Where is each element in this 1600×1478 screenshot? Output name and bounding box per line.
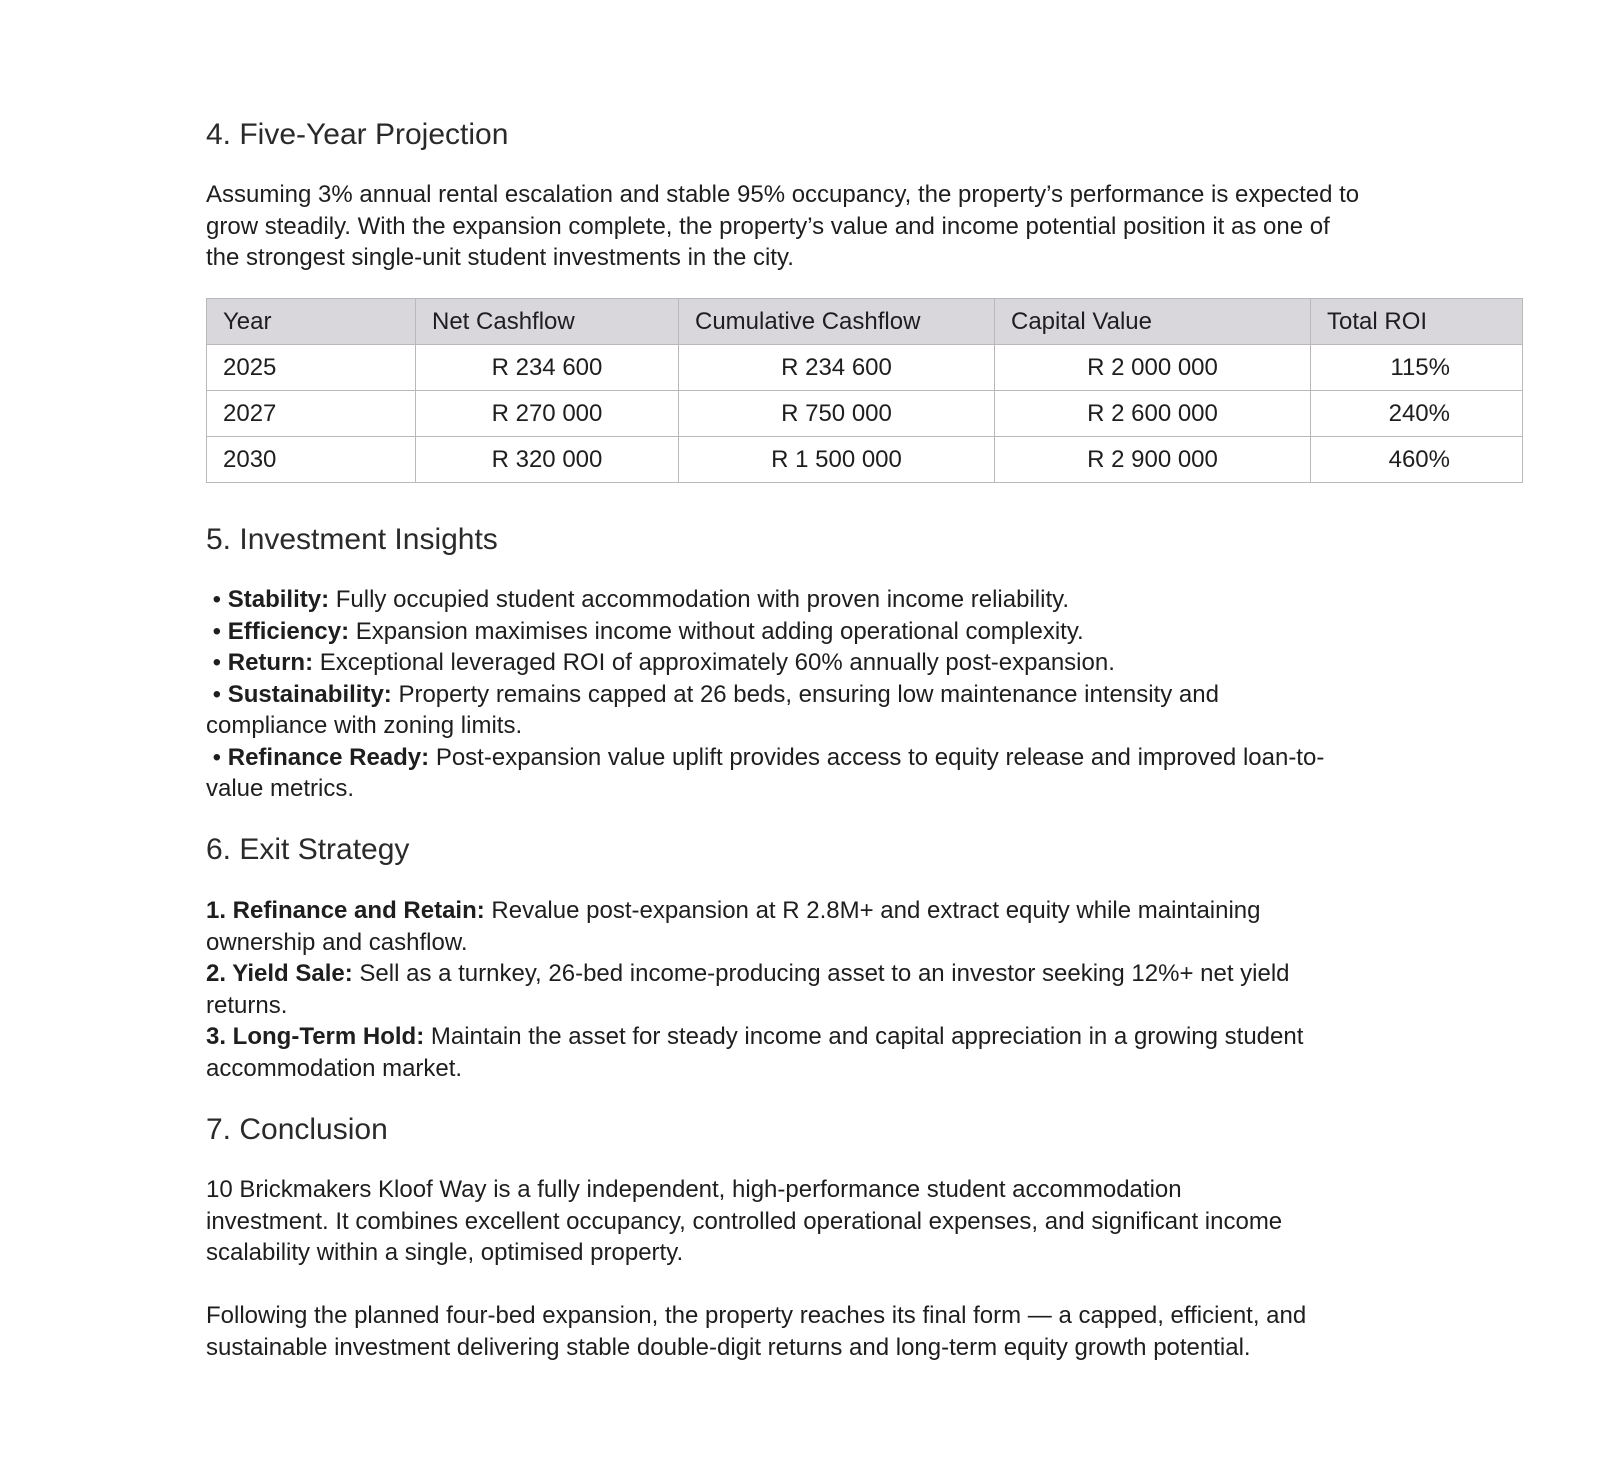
table-row: 2025 R 234 600 R 234 600 R 2 000 000 115…: [206, 344, 1523, 391]
item-label: 1. Refinance and Retain:: [206, 897, 485, 924]
list-item: 2. Yield Sale: Sell as a turnkey, 26-bed…: [206, 958, 1371, 1021]
cell-cumulative-cashflow: R 1 500 000: [678, 436, 995, 483]
cell-capital-value: R 2 600 000: [994, 390, 1311, 437]
projection-table: Year Net Cashflow Cumulative Cashflow Ca…: [206, 298, 1523, 483]
table-row: 2030 R 320 000 R 1 500 000 R 2 900 000 4…: [206, 436, 1523, 483]
header-cumulative-cashflow: Cumulative Cashflow: [678, 298, 995, 345]
section-heading-projection: 4. Five-Year Projection: [206, 118, 509, 151]
conclusion-paragraph: Following the planned four-bed expansion…: [206, 1302, 1307, 1361]
item-label: Efficiency:: [227, 617, 350, 645]
item-label: Sustainability:: [227, 680, 392, 708]
cell-cumulative-cashflow: R 750 000: [678, 390, 995, 437]
exit-list: 1. Refinance and Retain: Revalue post-ex…: [206, 895, 1371, 1084]
cell-net-cashflow: R 270 000: [415, 390, 679, 437]
list-item: • Refinance Ready: Post-expansion value …: [206, 743, 1325, 803]
item-label: 3. Long-Term Hold:: [206, 1023, 425, 1050]
cell-total-roi: 240%: [1310, 390, 1523, 437]
item-text: Post-expansion value uplift provides acc…: [206, 743, 1325, 803]
list-item: • Return: Exceptional leveraged ROI of a…: [206, 649, 1115, 676]
table-header-row: Year Net Cashflow Cumulative Cashflow Ca…: [206, 298, 1523, 345]
item-label: 2. Yield Sale:: [206, 960, 353, 987]
header-net-cashflow: Net Cashflow: [415, 298, 679, 345]
projection-paragraph: Assuming 3% annual rental escalation and…: [206, 181, 1360, 271]
item-text: Revalue post-expansion at R 2.8M+ and ex…: [206, 897, 1261, 956]
cell-total-roi: 115%: [1310, 344, 1523, 391]
item-text: Sell as a turnkey, 26-bed income-produci…: [206, 960, 1290, 1019]
table-row: 2027 R 270 000 R 750 000 R 2 600 000 240…: [206, 390, 1523, 437]
cell-cumulative-cashflow: R 234 600: [678, 344, 995, 391]
list-item: 1. Refinance and Retain: Revalue post-ex…: [206, 895, 1371, 958]
cell-net-cashflow: R 234 600: [415, 344, 679, 391]
item-text: Property remains capped at 26 beds, ensu…: [206, 680, 1219, 740]
section-heading-insights: 5. Investment Insights: [206, 523, 498, 556]
item-label: Stability:: [227, 586, 330, 613]
cell-total-roi: 460%: [1310, 436, 1523, 483]
header-total-roi: Total ROI: [1310, 298, 1523, 345]
item-label: Return:: [227, 649, 314, 676]
header-capital-value: Capital Value: [994, 298, 1311, 345]
cell-capital-value: R 2 000 000: [994, 344, 1311, 391]
section-heading-exit: 6. Exit Strategy: [206, 833, 410, 866]
list-item: • Efficiency: Expansion maximises income…: [206, 617, 1084, 645]
conclusion-paragraph: 10 Brickmakers Kloof Way is a fully inde…: [206, 1176, 1283, 1266]
header-year: Year: [206, 298, 416, 345]
list-item: 3. Long-Term Hold: Maintain the asset fo…: [206, 1021, 1371, 1084]
item-text: Exceptional leveraged ROI of approximate…: [313, 649, 1115, 676]
cell-year: 2030: [206, 436, 416, 483]
cell-capital-value: R 2 900 000: [994, 436, 1311, 483]
section-heading-conclusion: 7. Conclusion: [206, 1113, 388, 1146]
list-item: • Sustainability: Property remains cappe…: [206, 680, 1219, 740]
cell-year: 2027: [206, 390, 416, 437]
item-text: Maintain the asset for steady income and…: [206, 1023, 1304, 1082]
insights-list: • Stability: Fully occupied student acco…: [206, 584, 1336, 805]
item-text: Expansion maximises income without addin…: [349, 617, 1084, 645]
cell-net-cashflow: R 320 000: [415, 436, 679, 483]
item-text: Fully occupied student accommodation wit…: [329, 586, 1070, 613]
cell-year: 2025: [206, 344, 416, 391]
list-item: • Stability: Fully occupied student acco…: [206, 586, 1070, 613]
item-label: Refinance Ready:: [227, 743, 430, 771]
